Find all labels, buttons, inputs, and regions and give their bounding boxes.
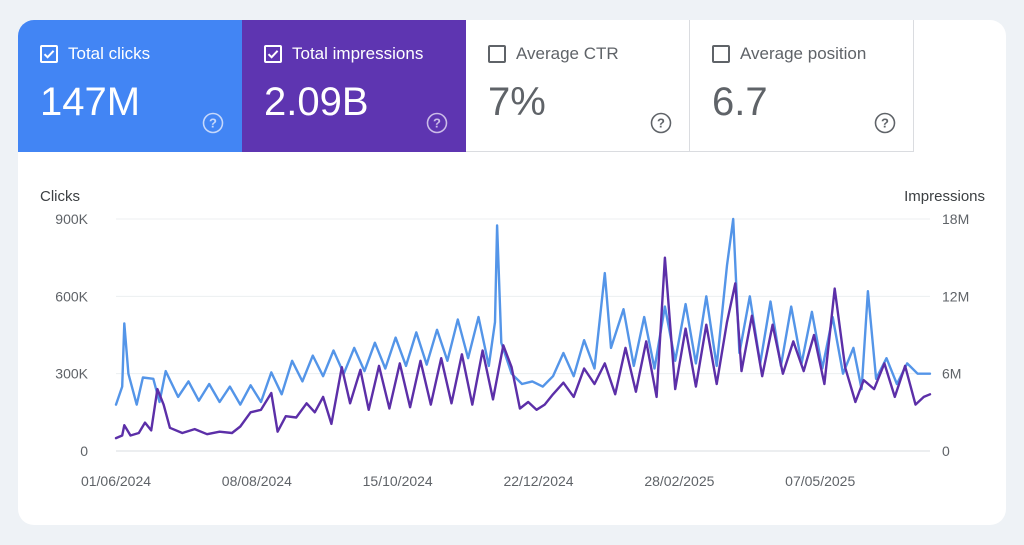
- y-axis-title: Clicks: [40, 188, 80, 205]
- y-tick-label: 900K: [55, 211, 88, 227]
- y-tick-label: 300K: [55, 366, 88, 382]
- checkbox-checked-icon[interactable]: [264, 45, 282, 63]
- metric-label: Average CTR: [516, 44, 619, 63]
- svg-text:?: ?: [433, 116, 441, 131]
- x-tick-label: 01/06/2024: [81, 473, 151, 489]
- y2-tick-label: 0: [942, 443, 950, 459]
- checkbox-unchecked-icon[interactable]: [712, 45, 730, 63]
- metric-label: Total clicks: [68, 44, 151, 63]
- x-tick-label: 28/02/2025: [644, 473, 714, 489]
- help-icon[interactable]: ?: [650, 112, 672, 134]
- y2-tick-label: 18M: [942, 211, 969, 227]
- series-line-clicks: [114, 217, 932, 406]
- x-tick-label: 22/12/2024: [503, 473, 573, 489]
- svg-text:?: ?: [209, 116, 217, 131]
- performance-card: Total clicks 147M ? Total impressions 2.…: [18, 20, 1006, 525]
- help-icon[interactable]: ?: [202, 112, 224, 134]
- performance-chart: Clicks Impressions 0 300K 600K 900K 0 6M 12M 1…: [40, 188, 985, 489]
- metric-total-clicks[interactable]: Total clicks 147M ?: [18, 20, 242, 152]
- metric-label: Average position: [740, 44, 867, 63]
- metric-value: 2.09B: [264, 80, 369, 124]
- y2-tick-label: 12M: [942, 288, 969, 304]
- svg-text:?: ?: [881, 116, 889, 131]
- metric-value: 147M: [40, 80, 141, 124]
- metric-tabs: Total clicks 147M ? Total impressions 2.…: [18, 20, 914, 152]
- y2-tick-label: 6M: [942, 366, 961, 382]
- checkbox-checked-icon[interactable]: [40, 45, 58, 63]
- x-tick-label: 07/05/2025: [785, 473, 855, 489]
- checkbox-unchecked-icon[interactable]: [488, 45, 506, 63]
- y-tick-label: 600K: [55, 288, 88, 304]
- y2-axis-title: Impressions: [904, 188, 985, 205]
- metric-average-ctr[interactable]: Average CTR 7% ?: [466, 20, 690, 152]
- metric-value: 7%: [488, 80, 546, 124]
- metric-label: Total impressions: [292, 44, 424, 63]
- metric-total-impressions[interactable]: Total impressions 2.09B ?: [242, 20, 466, 152]
- metric-value: 6.7: [712, 80, 768, 124]
- help-icon[interactable]: ?: [874, 112, 896, 134]
- metric-average-position[interactable]: Average position 6.7 ?: [690, 20, 914, 152]
- x-tick-label: 15/10/2024: [363, 473, 433, 489]
- svg-text:?: ?: [657, 116, 665, 131]
- y-tick-label: 0: [80, 443, 88, 459]
- series-line-impressions: [114, 256, 932, 440]
- help-icon[interactable]: ?: [426, 112, 448, 134]
- x-tick-label: 08/08/2024: [222, 473, 292, 489]
